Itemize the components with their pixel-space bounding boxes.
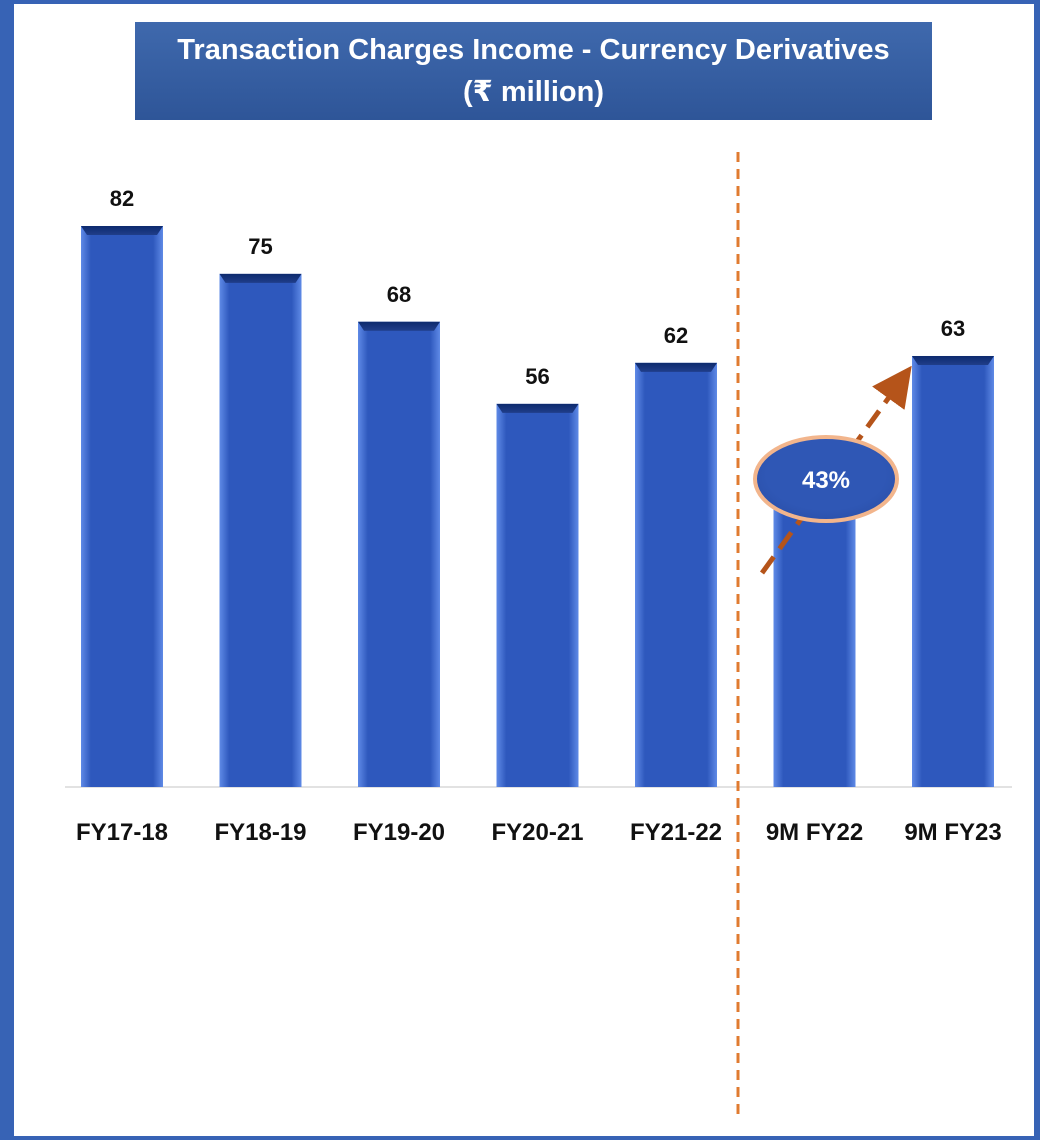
bar-fy20-21 <box>496 403 579 787</box>
growth-badge <box>753 435 899 523</box>
data-label: 62 <box>664 323 688 348</box>
bar-9m-fy23 <box>912 355 994 787</box>
bar-cap-fy21-22 <box>635 362 717 372</box>
bar-fy19-20 <box>358 321 440 787</box>
data-label: 82 <box>110 186 134 211</box>
x-tick-label: 9M FY22 <box>766 819 863 846</box>
chart-title: Transaction Charges Income - Currency De… <box>177 34 890 66</box>
data-label: 56 <box>525 364 549 389</box>
chart-subtitle: (₹ million) <box>463 76 604 108</box>
data-label: 75 <box>248 234 272 259</box>
bar-cap-9m-fy23 <box>912 355 994 365</box>
x-tick-label: FY21-22 <box>630 819 722 846</box>
x-tick-label: FY17-18 <box>76 819 168 846</box>
x-tick-label: FY20-21 <box>491 819 583 846</box>
bar-fy21-22 <box>635 362 717 787</box>
growth-arrow <box>759 365 912 575</box>
growth-annotation: 43% <box>753 365 912 575</box>
bar-cap-fy19-20 <box>358 321 440 331</box>
growth-percent: 43% <box>802 467 850 494</box>
bar-9m-fy22 <box>773 485 856 787</box>
chart-title-box: Transaction Charges Income - Currency De… <box>135 22 932 120</box>
x-tick-label: FY18-19 <box>214 819 306 846</box>
data-label: 68 <box>387 282 411 307</box>
x-tick-label: 9M FY23 <box>904 819 1001 846</box>
bar-cap-fy18-19 <box>219 273 302 283</box>
bar-cap-fy20-21 <box>496 403 579 413</box>
bar-fy18-19 <box>219 273 302 787</box>
data-label: 63 <box>941 316 965 341</box>
bar-fy17-18 <box>81 226 163 787</box>
x-tick-label: FY19-20 <box>353 819 445 846</box>
bar-cap-fy17-18 <box>81 226 163 235</box>
